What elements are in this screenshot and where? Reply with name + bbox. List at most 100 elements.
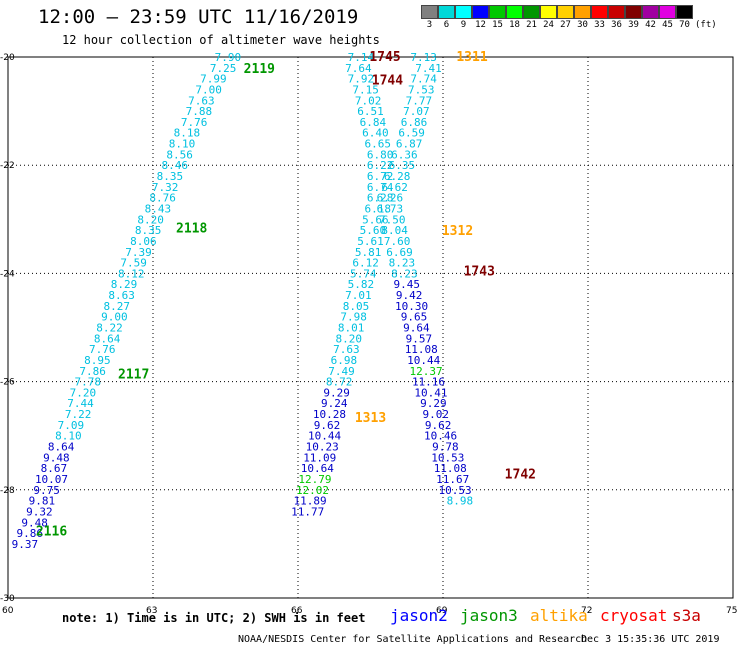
wave-height-label: 10.46 [424, 430, 457, 443]
legend-swatch [438, 5, 455, 19]
legend-swatch [642, 5, 659, 19]
legend-labels: 3 6 9 12 15 18 21 24 27 30 33 36 39 42 45 70 (ft) [421, 20, 740, 34]
wave-height-label: 7.76 [89, 343, 116, 356]
satellite-altika: altika [530, 606, 588, 625]
wave-height-label: 12.37 [410, 365, 443, 378]
note-text: note: 1) Time is in UTC; 2) SWH is in fe… [62, 611, 366, 625]
legend-label: 9 [460, 20, 467, 30]
wave-height-label: 10.64 [301, 462, 334, 475]
legend-label: 70 [679, 20, 690, 30]
legend-swatch [455, 5, 472, 19]
wave-height-label: 8.10 [169, 138, 196, 151]
wave-height-label: 10.41 [414, 386, 447, 399]
wave-height-label: 8.23 [391, 267, 418, 280]
wave-height-label: 7.01 [345, 289, 372, 302]
lon-tick-label: 66 [291, 606, 303, 616]
wave-height-label: 7.25 [210, 62, 237, 75]
wave-height-label: 6.26 [377, 192, 404, 205]
lon-tick-label: 60 [2, 606, 14, 616]
legend-swatch [557, 5, 574, 19]
legend-label: 24 [543, 20, 554, 30]
wave-height-label: 6.87 [396, 138, 423, 151]
track-time-label: 1744 [372, 74, 403, 89]
wave-height-label: 8.64 [94, 332, 121, 345]
wave-height-label: 11.08 [405, 343, 438, 356]
wave-height-label: 10.44 [407, 354, 440, 367]
wave-height-label: 7.44 [67, 397, 94, 410]
wave-height-label: 9.48 [43, 451, 70, 464]
wave-height-label: 8.56 [166, 148, 193, 161]
wave-height-label: 10.53 [439, 484, 472, 497]
legend-swatch [608, 5, 625, 19]
wave-height-label: 8.22 [96, 322, 123, 335]
satellite-jason3: jason3 [460, 606, 518, 625]
wave-height-label: 9.29 [323, 386, 350, 399]
wave-height-label: 9.81 [29, 495, 56, 508]
wave-height-label: 7.92 [348, 73, 375, 86]
legend-swatch [625, 5, 642, 19]
wave-height-label: 7.14 [348, 51, 375, 64]
wave-height-label: 7.76 [181, 116, 208, 129]
wave-height-label: 10.23 [306, 441, 339, 454]
wave-height-label: 7.22 [65, 408, 92, 421]
legend-label: 39 [628, 20, 639, 30]
wave-height-label: 6.62 [381, 181, 408, 194]
wave-height-label: 8.76 [149, 192, 176, 205]
wave-height-label: 8.05 [343, 300, 370, 313]
wave-height-label: 6.28 [367, 192, 394, 205]
wave-height-label: 10.28 [313, 408, 346, 421]
wave-height-label: 11.08 [434, 462, 467, 475]
wave-height-label: 6.86 [401, 116, 428, 129]
satellite-cryosat: cryosat [600, 606, 668, 625]
track-time-label: 1311 [456, 50, 487, 65]
wave-height-label: 11.77 [291, 505, 324, 518]
wave-height-label: 7.50 [379, 213, 406, 226]
track-time-label: 1742 [505, 468, 536, 483]
wave-height-label: 11.67 [436, 473, 469, 486]
wave-height-label: 7.86 [79, 365, 106, 378]
legend-label: 21 [526, 20, 537, 30]
wave-height-label: 8.35 [135, 224, 162, 237]
legend-swatch [506, 5, 523, 19]
wave-height-label: 8.12 [118, 267, 145, 280]
wave-height-label: 6.18 [365, 202, 392, 215]
wave-height-label: 11.09 [303, 451, 336, 464]
wave-height-label: 10.44 [308, 430, 341, 443]
wave-height-label: 7.02 [355, 94, 382, 107]
wave-height-label: 8.29 [111, 278, 138, 291]
lon-tick-label: 72 [581, 606, 592, 616]
wave-height-label: 7.60 [384, 235, 411, 248]
wave-height-label: 5.66 [362, 213, 389, 226]
wave-height-label: 7.32 [152, 181, 179, 194]
wave-height-label: 9.32 [26, 505, 53, 518]
lon-tick-label: 69 [436, 606, 448, 616]
wave-height-label: 8.63 [108, 289, 135, 302]
wave-height-label: 6.40 [362, 127, 389, 140]
track-time-label: 2119 [244, 62, 275, 77]
wave-height-label: 8.27 [104, 300, 131, 313]
lat-tick-label: -20 [0, 53, 15, 63]
wave-height-label: 6.74 [367, 181, 394, 194]
wave-height-label: 9.42 [396, 289, 423, 302]
wave-height-label: 7.77 [406, 94, 433, 107]
wave-height-label: 9.37 [12, 538, 39, 551]
wave-height-label: 6.12 [352, 257, 379, 270]
wave-height-label: 6.35 [389, 159, 416, 172]
wave-height-label: 8.20 [336, 332, 363, 345]
legend-label: 45 [662, 20, 673, 30]
wave-height-label: 7.78 [75, 376, 102, 389]
legend-swatch [421, 5, 438, 19]
footer-date: Dec 3 15:35:36 UTC 2019 [581, 634, 720, 645]
lat-tick-label: -30 [0, 594, 15, 604]
wave-height-label: 7.74 [410, 73, 437, 86]
track-time-label: 1743 [464, 265, 495, 280]
legend-label: 12 [475, 20, 486, 30]
wave-height-label: 7.49 [328, 365, 355, 378]
legend-label: (ft) [695, 20, 717, 30]
wave-height-label: 7.98 [340, 311, 367, 324]
track-time-label: 2116 [36, 524, 67, 539]
wave-height-label: 9.64 [403, 322, 430, 335]
legend-label: 6 [443, 20, 450, 30]
